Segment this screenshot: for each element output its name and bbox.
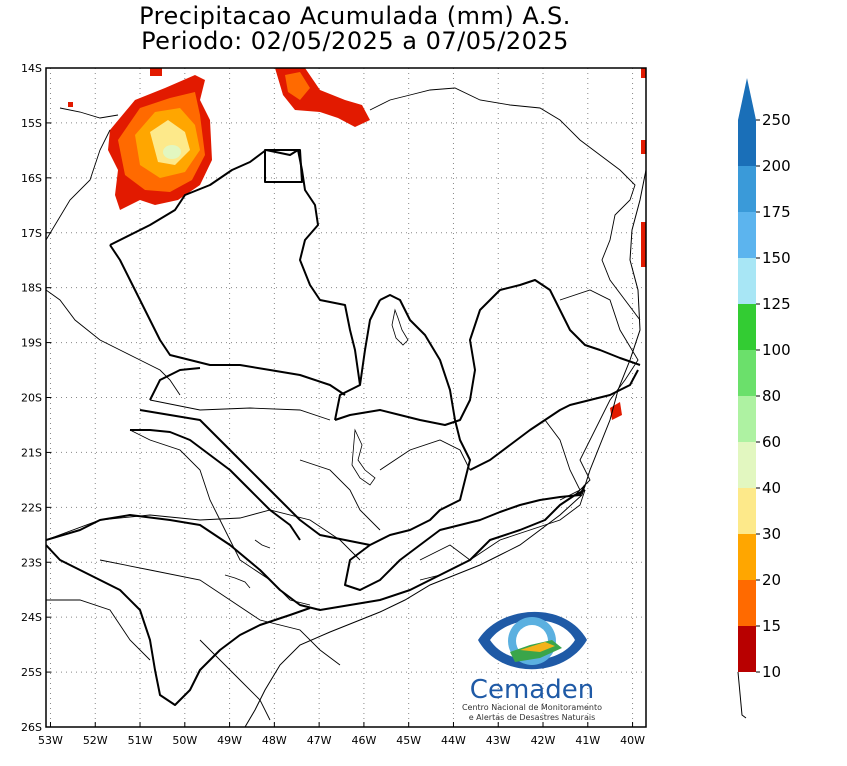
lon-label: 45W [396,734,421,747]
lat-label: 26S [21,721,42,734]
lon-label: 50W [172,734,197,747]
lon-label: 40W [620,734,645,747]
colorbar-label: 30 [762,525,781,543]
colorbar-box [738,396,756,442]
lon-label: 42W [531,734,556,747]
colorbar-box [738,166,756,212]
lat-label: 17S [21,227,42,240]
colorbar-bottom-tail [737,671,747,719]
colorbar-box [738,350,756,396]
colorbar-top-arrow [738,78,756,120]
map-title-line1: Precipitacao Acumulada (mm) A.S. [139,2,571,30]
map-content [46,68,646,727]
reservoirs [224,308,409,589]
lat-label: 25S [21,666,42,679]
axis-ticks [46,67,634,728]
colorbar-label: 200 [762,157,791,175]
colorbar-label: 250 [762,111,791,129]
lon-label: 41W [575,734,600,747]
precip-area-central [275,68,370,127]
precip-area-east [610,68,646,420]
lon-label: 46W [351,734,376,747]
colorbar-box [738,534,756,580]
colorbar-label: 10 [762,663,781,681]
lat-label: 20S [21,392,42,405]
colorbar-label: 80 [762,387,781,405]
colorbar-box [738,488,756,534]
precip-area-northwest [68,68,212,210]
colorbar-box [738,120,756,166]
lat-label: 22S [21,501,42,514]
lat-label: 23S [21,556,42,569]
lon-label: 48W [262,734,287,747]
lon-label: 52W [83,734,108,747]
lon-label: 43W [486,734,511,747]
colorbar-box [738,626,756,672]
logo-sun [520,642,555,652]
lat-label: 15S [21,117,42,130]
lat-label: 14S [21,62,42,75]
colorbar-label: 175 [762,203,791,221]
coastline [244,169,646,727]
colorbar-box [738,442,756,488]
lon-label: 51W [128,734,153,747]
map-title-line2: Periodo: 02/05/2025 a 07/05/2025 [141,27,569,55]
basin-boundaries [46,149,641,706]
colorbar-box [738,580,756,626]
logo-subtitle-line1: Centro Nacional de Monitoramento [462,703,602,712]
colorbar-label: 100 [762,341,791,359]
colorbar-label: 60 [762,433,781,451]
colorbar-label: 20 [762,571,781,589]
lat-label: 21S [21,446,42,459]
lat-label: 24S [21,611,42,624]
logo-subtitle-line2: e Alertas de Desastres Naturais [469,713,596,722]
cemaden-logo: Cemaden Centro Nacional de Monitoramento… [462,611,602,722]
lat-label: 19S [21,337,42,350]
colorbar-label: 40 [762,479,781,497]
colorbar-label: 150 [762,249,791,267]
lon-label: 47W [307,734,332,747]
lon-label: 49W [217,734,242,747]
colorbar-box [738,258,756,304]
lat-label: 16S [21,172,42,185]
colorbar-label: 15 [762,617,781,635]
colorbar-label: 125 [762,295,791,313]
lon-label: 44W [441,734,466,747]
lon-label: 53W [38,734,63,747]
colorbar-box [738,212,756,258]
colorbar-box [738,304,756,350]
lat-label: 18S [21,282,42,295]
colorbar: 250 200 175 150 125 100 80 60 40 30 20 15 10 [737,78,791,719]
logo-name: Cemaden [470,675,594,705]
